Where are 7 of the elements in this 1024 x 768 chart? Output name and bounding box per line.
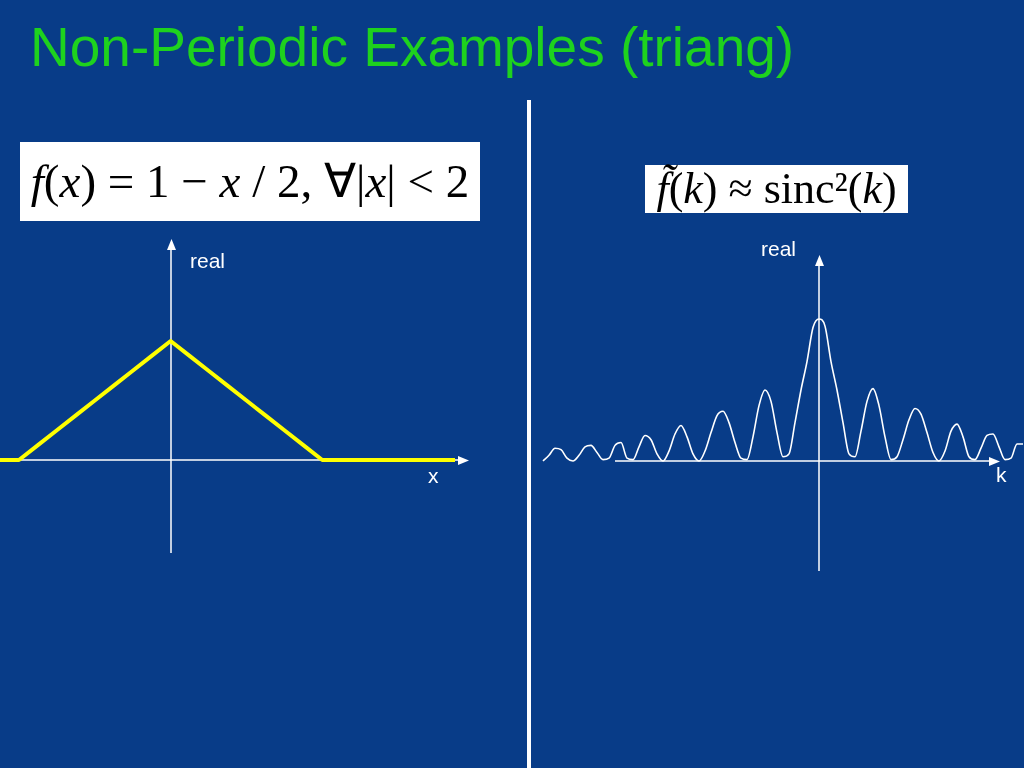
y-axis-title: real [190,249,226,272]
chart-title: Non-Periodic Examples (triang) [30,16,795,78]
y-axis-title: real [761,237,797,260]
chart-subtitle: f(x) = 1 − x / 2, ∀|x| < 2 [30,155,470,207]
chart-subtitle: f̃(k) ≈ sinc²(k) [656,164,897,213]
x-axis-title: x [428,464,439,487]
x-axis-title: k [996,463,1007,486]
